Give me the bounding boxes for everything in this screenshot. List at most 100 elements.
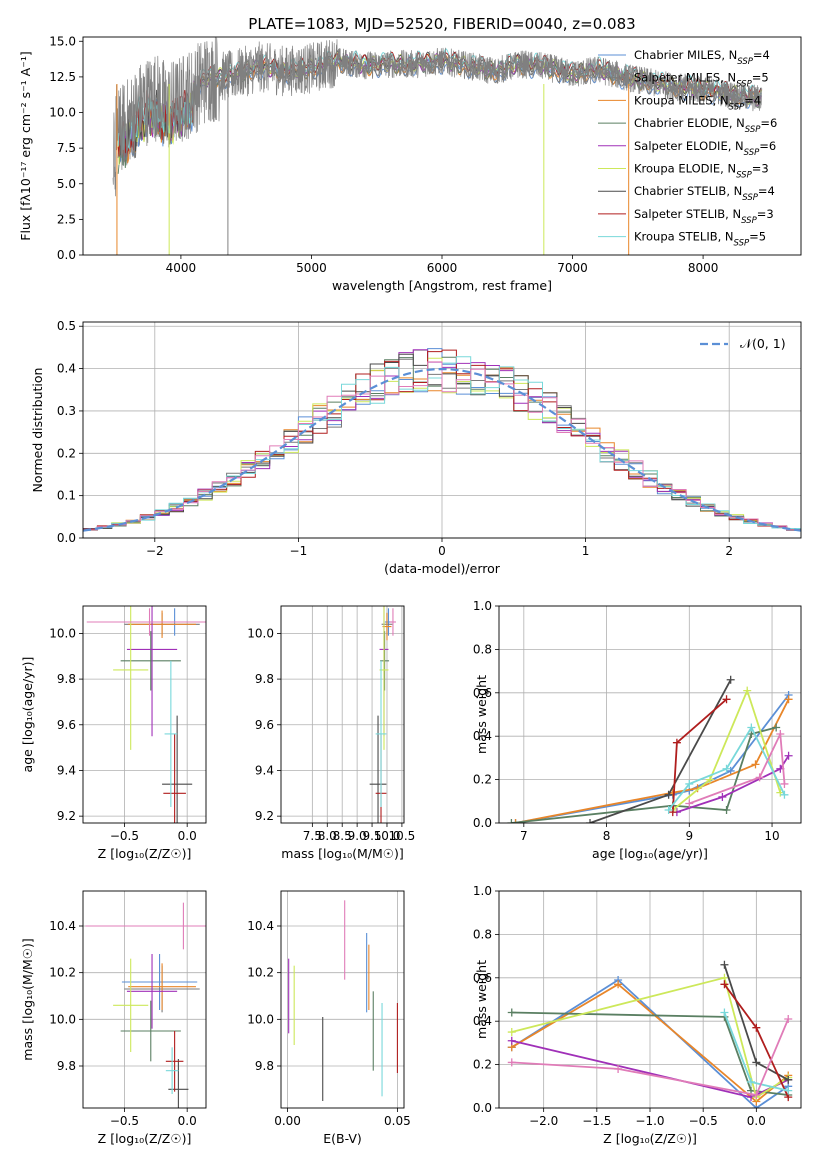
plot-area: [83, 348, 801, 532]
x-tick-label: 8.5: [333, 829, 352, 843]
weight-point-marker: [726, 675, 735, 684]
x-tick-label: 2: [725, 544, 733, 558]
legend-entry-label: Chabrier MILES, NSSP=4: [634, 48, 770, 67]
histogram-panel: −2 −1 0 1 2 0.0 0.1 0.2 0.3 0.4 0.5 (data-model)/er…: [30, 319, 802, 576]
weight-point-marker: [664, 790, 673, 799]
y-tick-label: 1.0: [473, 884, 492, 898]
y-tick-label: 0.3: [57, 404, 76, 418]
y-tick-label: 9.8: [57, 672, 76, 686]
weight-point-marker: [614, 1064, 623, 1073]
weight-point-marker: [507, 1008, 516, 1017]
y-axis-label: Normed distribution: [30, 368, 45, 493]
y-tick-label: 0.1: [57, 489, 76, 503]
weight-point-marker: [755, 773, 764, 782]
axes-frame: [498, 605, 802, 824]
spectrum-panel: 4000 5000 6000 7000 8000 0.0 2.5 5.0 7.5 10.0 12.5…: [18, 34, 802, 293]
x-axis-label: Z [log₁₀(Z/Z☉)]: [603, 1131, 697, 1146]
plot-area: [507, 675, 793, 823]
y-tick-label: 10.0: [247, 626, 274, 640]
y-tick-label: 9.6: [255, 718, 274, 732]
weight-point-marker: [511, 819, 520, 823]
x-tick-label: 7: [520, 829, 528, 843]
weight-point-marker: [722, 805, 731, 814]
weight-point-marker: [672, 738, 681, 747]
axes-frame: [280, 890, 405, 1109]
weight-point-marker: [685, 779, 694, 788]
weight-series-line: [511, 983, 789, 1103]
age-vs-mass-panel: 7.58.08.59.09.510.010.59.29.49.69.810.0m…: [247, 605, 416, 861]
x-tick-label: 0.0: [747, 1114, 766, 1128]
legend-entry-label: Chabrier ELODIE, NSSP=6: [634, 116, 777, 135]
weight-point-marker: [722, 695, 731, 704]
mass-vs-extinction-panel: 0.00 0.05 9.8 10.0 10.2 10.4 E(B-V): [247, 890, 411, 1146]
weight-point-marker: [784, 695, 793, 704]
legend-entry-label: Chabrier STELIB, NSSP=4: [634, 184, 775, 203]
legend-entry-label: Salpeter ELODIE, NSSP=6: [634, 139, 776, 158]
mass-vs-metallicity-panel: −0.5 0.0 9.8 10.0 10.2 10.4 Z [log₁₀(Z/Z☉)] mas…: [20, 890, 207, 1146]
y-tick-label: 9.8: [255, 672, 274, 686]
y-tick-label: 10.0: [49, 1012, 76, 1026]
weight-point-marker: [752, 1058, 761, 1067]
y-tick-label: 2.5: [57, 212, 76, 226]
x-tick-label: −1: [290, 544, 308, 558]
x-tick-label: 6000: [427, 261, 458, 275]
axes-frame: [82, 890, 207, 1109]
x-tick-label: −0.5: [110, 1114, 139, 1128]
x-tick-label: −1.0: [635, 1114, 664, 1128]
weight-series-line: [688, 730, 786, 805]
weight-series-line: [515, 698, 790, 823]
plot-area: [112, 37, 763, 255]
y-tick-label: 10.4: [247, 919, 274, 933]
y-tick-label: 10.4: [49, 919, 76, 933]
weight-point-marker: [614, 980, 623, 989]
legend-entry-label: Kroupa STELIB, NSSP=5: [634, 230, 766, 249]
x-tick-label: 4000: [166, 261, 197, 275]
figure-title: PLATE=1083, MJD=52520, FIBERID=0040, z=0…: [248, 15, 635, 33]
y-tick-label: 10.0: [49, 106, 76, 120]
plot-area: [288, 900, 398, 1101]
x-tick-label: −2.0: [529, 1114, 558, 1128]
weight-point-marker: [752, 1090, 761, 1099]
weight-series-line: [511, 726, 777, 823]
y-tick-label: 10.2: [247, 966, 274, 980]
x-axis-label: Z [log₁₀(Z/Z☉)]: [98, 1131, 192, 1146]
axes-frame: [82, 605, 207, 824]
y-tick-label: 0.2: [57, 446, 76, 460]
y-tick-label: 10.0: [49, 626, 76, 640]
x-tick-label: 10.5: [389, 829, 416, 843]
weight-point-marker: [720, 960, 729, 969]
x-tick-label: −1.5: [582, 1114, 611, 1128]
weight-point-marker: [752, 1023, 761, 1032]
x-axis-label: (data-model)/error: [384, 561, 501, 576]
y-tick-label: 0.8: [473, 927, 492, 941]
weight-vs-metallicity-panel: −2.0 −1.5 −1.0 −0.5 0.0 0.0 0.2 0.4 0.6 0.8 1.0 Z […: [473, 884, 802, 1146]
normal-curve: [83, 367, 801, 532]
y-tick-label: 1.0: [473, 599, 492, 613]
y-tick-label: 9.4: [57, 763, 76, 777]
y-tick-label: 0.0: [473, 816, 492, 830]
weight-point-marker: [780, 779, 789, 788]
x-axis-label: wavelength [Angstrom, rest frame]: [332, 278, 552, 293]
y-tick-label: 10.2: [49, 966, 76, 980]
weight-point-marker: [507, 1058, 516, 1067]
age-vs-metallicity-panel: −0.5 0.0 9.2 9.4 9.6 9.8 10.0 Z [log₁₀(Z/Z☉)] ag…: [20, 605, 207, 861]
weight-series-line: [511, 1011, 789, 1096]
x-tick-label: −0.5: [689, 1114, 718, 1128]
y-axis-label: mass weight: [474, 960, 489, 1039]
x-axis-label: mass [log₁₀(M/M☉)]: [281, 846, 403, 861]
x-tick-label: 8000: [688, 261, 719, 275]
x-tick-label: 0.0: [178, 1114, 197, 1128]
plot-area: [85, 902, 206, 1108]
y-tick-label: 0.4: [473, 729, 492, 743]
x-tick-label: 5000: [296, 261, 327, 275]
weight-point-marker: [784, 1086, 793, 1095]
y-tick-label: 0.2: [473, 773, 492, 787]
y-tick-label: 7.5: [57, 141, 76, 155]
x-tick-label: 8: [603, 829, 611, 843]
y-tick-label: 9.6: [57, 718, 76, 732]
weight-series-line: [511, 1018, 790, 1097]
x-axis-label: E(B-V): [323, 1131, 362, 1146]
y-tick-label: 9.4: [255, 763, 274, 777]
weight-series-line: [672, 688, 782, 811]
